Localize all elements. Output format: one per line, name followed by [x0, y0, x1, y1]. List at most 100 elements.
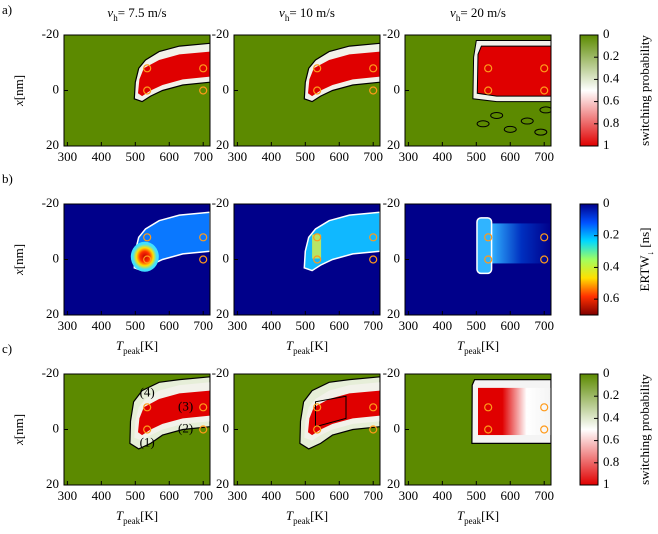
x-tick-label: 700: [193, 149, 213, 164]
x-tick-label: 500: [467, 149, 487, 164]
marker: [143, 255, 152, 264]
x-axis-label: Tpeak[K]: [457, 508, 499, 526]
x-tick-label: 700: [193, 318, 213, 333]
x-axis-label: Tpeak[K]: [286, 508, 328, 526]
marker: [369, 255, 378, 264]
label-part: T: [457, 338, 465, 353]
annotation: (3): [178, 398, 193, 413]
panel-label: c): [2, 341, 12, 356]
x-tick-label: 400: [262, 149, 282, 164]
y-tick-label: -20: [383, 195, 400, 210]
label-part: [ns]: [637, 227, 652, 250]
x-tick-label: 700: [363, 149, 383, 164]
heatmap: [64, 204, 210, 315]
marker: [369, 233, 378, 242]
x-tick-label: 600: [501, 149, 521, 164]
label-part: v: [279, 5, 285, 20]
x-tick-label: 700: [193, 488, 213, 503]
marker: [540, 64, 549, 73]
x-tick-label: 700: [363, 488, 383, 503]
colorbar-label: switching probability: [637, 35, 652, 146]
x-tick-label: 700: [534, 149, 554, 164]
y-tick-label: -20: [212, 195, 229, 210]
y-axis-label: x[nm]: [11, 414, 26, 446]
label-part: peak: [293, 346, 310, 356]
label-part: T: [116, 508, 124, 523]
y-tick-label: 0: [53, 81, 60, 96]
marker: [369, 86, 378, 95]
x-tick-label: 600: [501, 488, 521, 503]
x-tick-label: 700: [534, 318, 554, 333]
y-tick-label: 20: [387, 137, 400, 152]
x-tick-label: 300: [399, 149, 419, 164]
label-part: T: [286, 508, 294, 523]
colorbar-tick-label: 0.2: [603, 48, 619, 63]
x-tick-label: 300: [228, 149, 248, 164]
x-tick-label: 600: [330, 318, 350, 333]
colorbar-tick-label: 0.6: [603, 93, 620, 108]
y-tick-label: 0: [53, 250, 60, 265]
region-core: [478, 387, 551, 436]
x-tick-label: 500: [296, 488, 316, 503]
heatmap: [234, 204, 380, 315]
contour: [476, 120, 490, 128]
colorbar-tick-label: 1: [603, 476, 610, 491]
y-tick-label: -20: [212, 365, 229, 380]
x-tick-label: 400: [433, 149, 453, 164]
marker: [484, 425, 493, 434]
y-axis-label: x[nm]: [11, 75, 26, 107]
x-tick-label: 700: [534, 488, 554, 503]
marker: [199, 233, 208, 242]
y-axis-label: x[nm]: [11, 244, 26, 276]
x-tick-label: 500: [126, 149, 146, 164]
colorbar-tick-label: 0.4: [603, 409, 620, 424]
x-tick-label: 700: [363, 318, 383, 333]
y-tick-label: 20: [216, 306, 229, 321]
marker: [484, 86, 493, 95]
label-part: x: [11, 439, 26, 446]
annotation: (4): [140, 384, 155, 399]
label-part: T: [116, 338, 124, 353]
colorbar-tick-label: 0.2: [603, 227, 619, 242]
x-tick-label: 400: [262, 488, 282, 503]
x-tick-label: 400: [92, 149, 112, 164]
x-tick-label: 300: [399, 318, 419, 333]
panel-label: a): [2, 2, 12, 17]
label-part: ↓: [645, 251, 655, 256]
x-tick-label: 600: [160, 149, 180, 164]
label-part: x: [11, 100, 26, 107]
heatmap: [234, 374, 380, 485]
column-title: vh= 10 m/s: [279, 5, 335, 23]
label-part: x: [11, 269, 26, 276]
y-tick-label: -20: [383, 365, 400, 380]
x-tick-label: 500: [467, 318, 487, 333]
x-tick-label: 500: [126, 318, 146, 333]
x-axis-label: Tpeak[K]: [116, 338, 158, 356]
colorbar-label: ERTW↓ [ns]: [637, 227, 655, 291]
contour: [539, 106, 551, 114]
y-tick-label: 20: [216, 137, 229, 152]
y-tick-label: 0: [223, 81, 230, 96]
x-axis-label: Tpeak[K]: [286, 338, 328, 356]
x-tick-label: 300: [228, 318, 248, 333]
y-tick-label: 0: [53, 420, 60, 435]
label-part: h: [113, 13, 118, 23]
label-part: peak: [293, 516, 310, 526]
label-part: = 20 m/s: [460, 5, 506, 20]
y-tick-label: 0: [394, 250, 401, 265]
marker: [313, 86, 322, 95]
contour: [520, 117, 534, 125]
label-part: [nm]: [11, 75, 26, 100]
label-part: v: [450, 5, 456, 20]
x-tick-label: 300: [58, 488, 78, 503]
label-part: [K]: [310, 338, 328, 353]
label-part: T: [286, 338, 294, 353]
marker: [199, 86, 208, 95]
x-tick-label: 400: [92, 318, 112, 333]
colorbar-tick-label: 0.6: [603, 432, 620, 447]
heatmap: [405, 35, 551, 146]
x-axis-label: Tpeak[K]: [116, 508, 158, 526]
annotation: (2): [178, 420, 193, 435]
label-part: h: [456, 13, 461, 23]
